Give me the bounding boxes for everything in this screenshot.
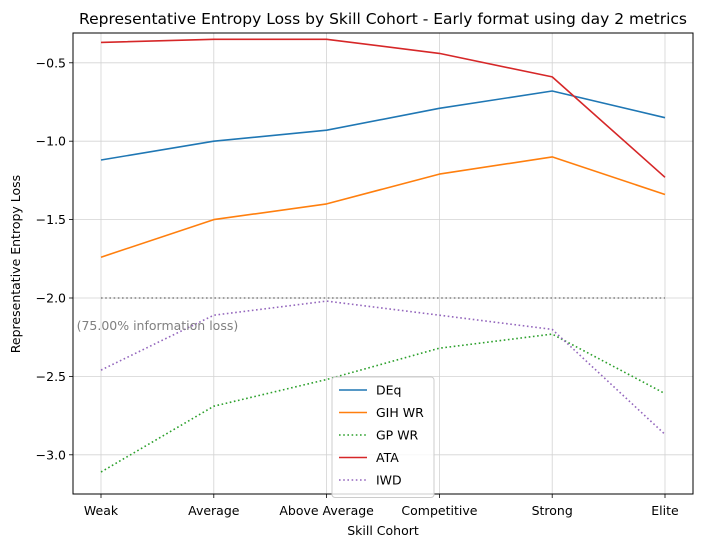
x-tick-label: Strong (532, 503, 573, 518)
legend-label: ATA (376, 450, 399, 465)
legend: DEq GIH WR GP WR ATA IWD (331, 376, 435, 498)
x-tick-label: Weak (84, 503, 119, 518)
chart-title: Representative Entropy Loss by Skill Coh… (79, 10, 687, 28)
grid (73, 33, 693, 494)
annotation-text: (75.00% information loss) (77, 318, 239, 333)
x-tick-label: Competitive (401, 503, 477, 518)
y-tick-label: −1.0 (36, 134, 66, 149)
x-tick-label: Above Average (279, 503, 374, 518)
legend-label: GIH WR (376, 405, 424, 420)
x-ticks: Weak Average Above Average Competitive Stron… (84, 494, 679, 518)
x-tick-label: Elite (651, 503, 679, 518)
y-tick-label: −2.5 (36, 369, 66, 384)
annotations: (75.00% information loss) (77, 318, 239, 333)
legend-label: IWD (376, 473, 402, 488)
y-tick-label: −3.0 (36, 447, 66, 462)
series-group (100, 38, 666, 473)
legend-label: GP WR (376, 428, 419, 443)
series-line-deq (100, 90, 666, 161)
series-line-ata (100, 38, 666, 178)
y-tick-label: −0.5 (36, 55, 66, 70)
y-tick-label: −1.5 (36, 212, 66, 227)
x-axis-label: Skill Cohort (347, 523, 419, 538)
y-ticks: −3.0 −2.5 −2.0 −1.5 −1.0 −0.5 (36, 55, 73, 462)
series-line-iwd (100, 300, 666, 435)
y-tick-label: −2.0 (36, 290, 66, 305)
legend-box (331, 376, 435, 498)
x-tick-label: Average (188, 503, 240, 518)
y-axis-label: Representative Entropy Loss (8, 175, 23, 353)
legend-label: DEq (376, 383, 401, 398)
series-line-gih-wr (100, 156, 666, 258)
